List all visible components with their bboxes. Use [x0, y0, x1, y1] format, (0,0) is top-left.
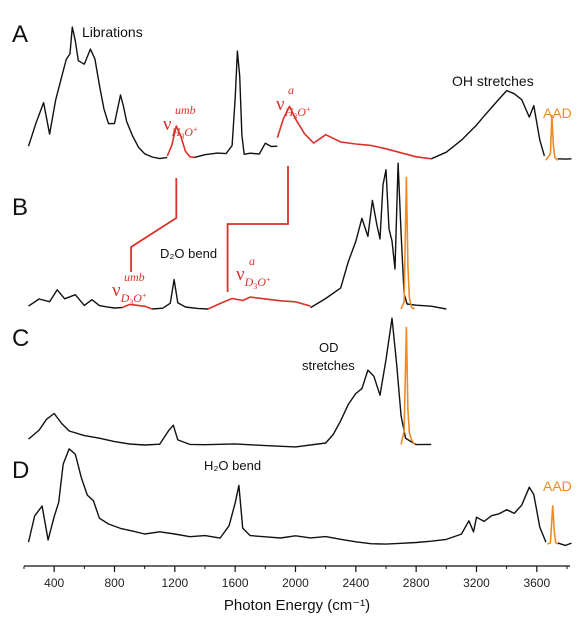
x-tick-label-1200: 1200 [161, 576, 188, 590]
panel-a-series-orange-5 [545, 114, 559, 161]
svg-text:umb: umb [124, 270, 145, 284]
svg-text:νD3O+: νD3O+ [236, 264, 271, 291]
x-tick-label-2400: 2400 [342, 576, 369, 590]
panel-letter-b: B [12, 194, 28, 221]
panel-d-series-black-2 [557, 542, 572, 547]
nu-a-d3o-label: νD3O+ a [236, 254, 271, 291]
panel-a-series-black-4 [430, 89, 546, 160]
od-stretches-label-line2: stretches [302, 358, 355, 373]
x-tick-label-1600: 1600 [222, 576, 249, 590]
connector-line-0 [130, 178, 178, 272]
svg-text:νH3O+: νH3O+ [163, 114, 198, 141]
h2o-bend-label: H₂O bend [204, 458, 261, 473]
x-tick-label-3600: 3600 [523, 576, 550, 590]
librations-label: Librations [82, 24, 143, 40]
svg-text:umb: umb [175, 103, 196, 117]
oh-stretches-label: OH stretches [452, 73, 534, 89]
x-tick-label-2800: 2800 [403, 576, 430, 590]
x-tick-label-3200: 3200 [463, 576, 490, 590]
x-axis: 400 800 1200 1600 2000 2400 2800 3200 3600 [23, 565, 570, 590]
svg-text:νD3O+: νD3O+ [112, 280, 147, 307]
x-tick-label-400: 400 [44, 576, 64, 590]
panel-d-series-black-0 [27, 448, 547, 545]
nu-umb-h3o-label: νH3O+ umb [163, 103, 198, 141]
panel-a-series-black-0 [27, 26, 168, 160]
panel-b-series-red-3 [207, 296, 311, 310]
x-tick-label-2000: 2000 [282, 576, 309, 590]
x-tick-label-800: 800 [104, 576, 124, 590]
panel-b-series-black-2 [152, 278, 209, 310]
od-stretches-label-line1: OD [319, 340, 339, 355]
svg-text:a: a [288, 83, 294, 97]
d2o-bend-label: D₂O bend [160, 246, 217, 261]
aad-label-a: AAD [543, 105, 572, 121]
panel-b-series-black-0 [28, 289, 123, 309]
panel-b-series-black-4 [310, 162, 447, 310]
nu-a-h3o-label: νH3O+ a [276, 83, 311, 121]
panel-letter-d: D [12, 457, 29, 484]
panel-d-series-orange-1 [547, 504, 559, 545]
aad-label-d: AAD [543, 478, 572, 494]
panel-a-series-red-1 [166, 125, 195, 159]
x-axis-title: Photon Energy (cm⁻¹) [224, 597, 370, 614]
mode-correlation-connectors [130, 166, 289, 292]
nu-umb-d3o-label: νD3O+ umb [112, 270, 147, 307]
spectra-traces [27, 26, 572, 547]
panel-c-series-orange-1 [400, 326, 416, 445]
panel-a-series-red-3 [276, 105, 432, 160]
panel-a-series-black-2 [194, 50, 278, 159]
svg-text:a: a [249, 254, 255, 268]
panel-b-series-orange-5 [400, 176, 415, 310]
panel-c-series-black-0 [28, 317, 432, 448]
svg-text:νH3O+: νH3O+ [276, 94, 311, 121]
panel-letter-a: A [12, 21, 28, 48]
connector-line-1 [226, 166, 289, 292]
panel-b-series-red-1 [121, 303, 153, 310]
panel-letter-c: C [12, 325, 29, 352]
